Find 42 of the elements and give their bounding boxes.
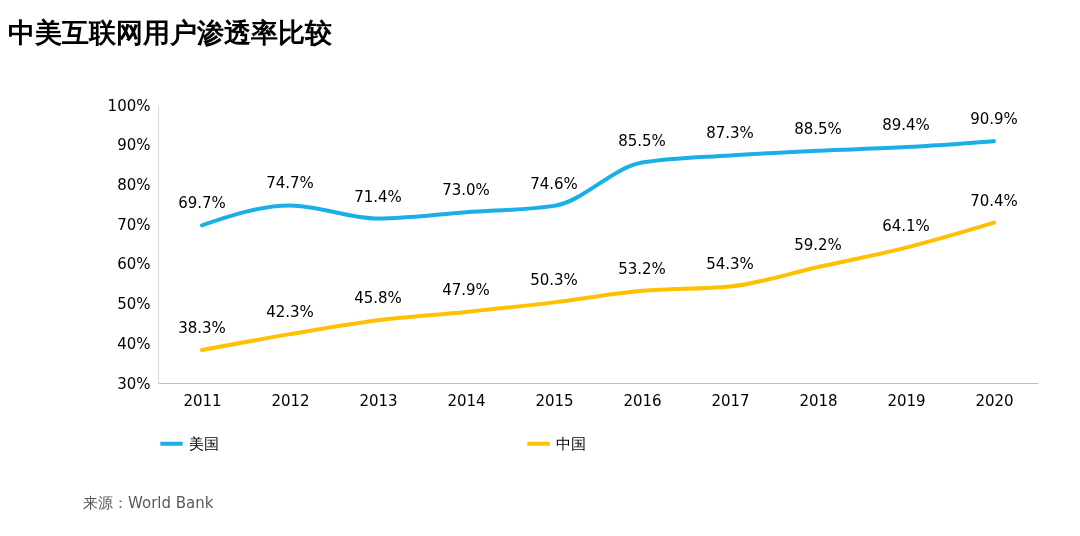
x-tick-label: 2017 (711, 391, 750, 410)
y-tick-label: 70% (117, 215, 151, 234)
data-label: 53.2% (618, 259, 666, 278)
data-label: 69.7% (178, 194, 226, 213)
data-label: 71.4% (354, 187, 402, 206)
x-tick-label: 2014 (447, 391, 486, 410)
x-tick-label: 2011 (183, 391, 222, 410)
y-tick-label: 30% (117, 374, 151, 393)
y-tick-label: 50% (117, 295, 151, 314)
chart-title: 中美互联网用户渗透率比较 (8, 17, 333, 48)
y-tick-label: 100% (107, 96, 151, 115)
y-tick-label: 60% (117, 255, 151, 274)
legend-label: 中国 (556, 434, 586, 453)
x-tick-label: 2016 (623, 391, 662, 410)
data-label: 42.3% (266, 303, 314, 322)
source-note: 来源：World Bank (83, 494, 214, 512)
data-label: 45.8% (354, 289, 402, 308)
data-label: 73.0% (442, 181, 490, 200)
x-tick-label: 2019 (887, 391, 926, 410)
data-label: 90.9% (970, 110, 1018, 129)
x-tick-label: 2012 (271, 391, 310, 410)
x-tick-label: 2013 (359, 391, 398, 410)
data-label: 59.2% (794, 236, 842, 255)
data-label: 54.3% (706, 255, 754, 274)
y-tick-label: 40% (117, 334, 151, 353)
y-tick-label: 90% (117, 136, 151, 155)
x-tick-label: 2020 (975, 391, 1014, 410)
x-tick-label: 2018 (799, 391, 838, 410)
data-label: 47.9% (442, 280, 490, 299)
data-label: 88.5% (794, 119, 842, 138)
data-label: 64.1% (882, 216, 930, 235)
data-label: 87.3% (706, 124, 754, 143)
data-label: 89.4% (882, 116, 930, 135)
legend-label: 美国 (189, 434, 219, 453)
x-tick-label: 2015 (535, 391, 574, 410)
data-label: 74.7% (266, 174, 314, 193)
y-tick-label: 80% (117, 175, 151, 194)
data-label: 38.3% (178, 319, 226, 338)
data-label: 74.6% (530, 174, 578, 193)
data-label: 50.3% (530, 271, 578, 290)
data-label: 70.4% (970, 191, 1018, 210)
data-label: 85.5% (618, 131, 666, 150)
